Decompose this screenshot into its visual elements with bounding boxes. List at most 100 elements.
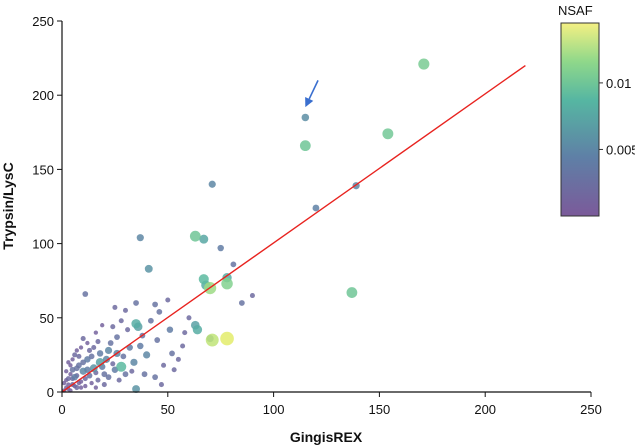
data-point — [70, 357, 75, 362]
data-point — [189, 230, 201, 242]
data-point — [205, 333, 219, 347]
data-point — [74, 348, 79, 353]
data-point — [68, 372, 73, 377]
data-point — [144, 264, 153, 273]
data-point — [154, 337, 161, 343]
data-point — [158, 382, 164, 388]
data-point — [72, 352, 78, 358]
data-point — [175, 356, 181, 362]
data-point — [418, 58, 430, 70]
data-point — [161, 362, 167, 368]
data-point — [147, 317, 154, 324]
data-point — [71, 373, 78, 381]
y-tick-label: 200 — [32, 88, 54, 103]
data-point — [95, 339, 101, 345]
arrow-shaft — [308, 80, 319, 100]
data-point — [110, 361, 116, 367]
fit-line — [61, 64, 526, 393]
data-point — [116, 361, 127, 372]
data-point — [171, 367, 177, 373]
data-point — [136, 234, 144, 242]
data-point — [112, 304, 118, 310]
data-point — [86, 347, 93, 353]
data-point — [96, 350, 104, 357]
data-point — [186, 315, 192, 321]
data-point — [116, 377, 122, 383]
y-axis-title: Trypsin/LysC — [0, 162, 16, 249]
colorbar: NSAF 0.005 0.01 — [558, 3, 635, 217]
data-point — [152, 301, 158, 308]
data-point — [238, 300, 245, 306]
data-point — [110, 324, 116, 330]
data-point — [122, 307, 128, 313]
y-tick-label: 150 — [32, 162, 54, 177]
data-point — [80, 336, 86, 342]
data-point — [93, 385, 99, 390]
colorbar-ticks: 0.005 0.01 — [599, 76, 635, 157]
data-point — [89, 380, 94, 386]
y-tick-label: 250 — [32, 14, 54, 29]
data-point — [230, 261, 237, 268]
data-point — [208, 180, 216, 188]
data-point — [66, 382, 71, 387]
data-point — [78, 385, 84, 390]
data-point — [180, 343, 186, 349]
y-tick-label: 0 — [47, 385, 54, 400]
data-point — [152, 374, 158, 381]
data-point — [192, 325, 203, 335]
data-point — [165, 297, 171, 303]
colorbar-gradient — [560, 22, 600, 217]
data-point — [382, 128, 394, 140]
x-ticks: 0 50 100 150 200 250 — [58, 392, 602, 417]
arrow-head — [305, 97, 314, 108]
x-tick-label: 100 — [263, 402, 285, 417]
x-tick-label: 250 — [580, 402, 602, 417]
data-point — [101, 382, 107, 388]
data-point — [69, 366, 76, 373]
data-point — [82, 291, 89, 297]
data-point — [84, 356, 91, 363]
data-point — [312, 204, 320, 212]
data-point — [299, 140, 311, 152]
data-point — [78, 345, 84, 350]
data-point — [105, 374, 112, 381]
data-point — [114, 334, 120, 340]
data-point — [133, 300, 139, 306]
data-point — [82, 376, 88, 382]
x-tick-label: 200 — [474, 402, 496, 417]
data-point — [199, 234, 209, 244]
data-point — [120, 353, 127, 360]
data-point — [301, 113, 310, 122]
data-point — [95, 377, 101, 383]
arrow-annotation — [305, 80, 319, 108]
data-point — [79, 367, 87, 375]
data-point — [129, 368, 135, 374]
data-point — [169, 350, 175, 357]
data-point — [91, 344, 97, 351]
colorbar-tick-label: 0.005 — [606, 142, 635, 157]
data-point — [130, 358, 138, 366]
axes — [61, 21, 591, 393]
colorbar-tick-label: 0.01 — [606, 76, 631, 91]
x-tick-label: 150 — [369, 402, 391, 417]
x-axis-title: GingisREX — [290, 429, 363, 445]
data-point — [83, 383, 88, 389]
data-point — [217, 244, 224, 252]
y-tick-label: 50 — [40, 311, 54, 326]
data-point — [132, 385, 141, 393]
y-tick-label: 100 — [32, 237, 54, 252]
x-tick-label: 0 — [58, 402, 65, 417]
data-point — [122, 371, 129, 378]
data-point — [76, 380, 82, 386]
data-point — [249, 293, 255, 299]
data-point — [107, 340, 114, 346]
data-point — [156, 308, 163, 315]
data-point — [104, 346, 113, 355]
data-point — [143, 351, 151, 359]
data-point — [74, 385, 80, 391]
data-point — [64, 369, 69, 374]
data-point — [76, 353, 82, 359]
data-point — [65, 376, 71, 382]
y-ticks: 0 50 100 150 200 250 — [32, 14, 62, 400]
